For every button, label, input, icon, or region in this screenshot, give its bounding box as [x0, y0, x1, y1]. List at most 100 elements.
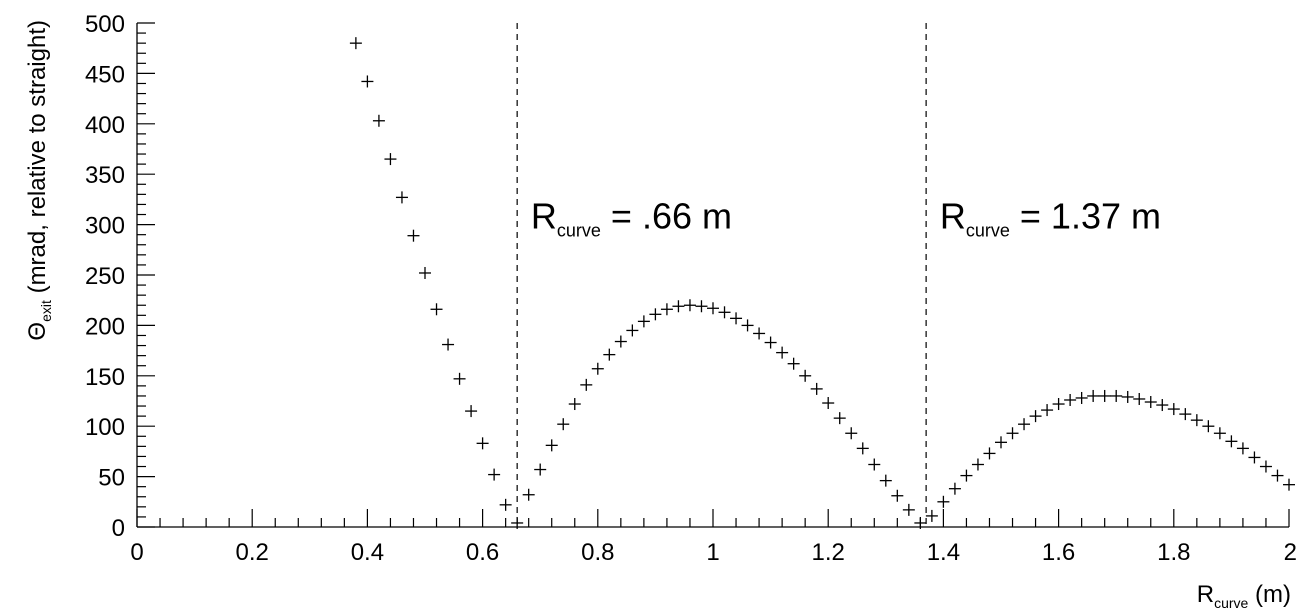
data-point — [1156, 399, 1169, 412]
data-point — [488, 468, 501, 481]
data-point — [1225, 435, 1238, 448]
data-point — [384, 153, 397, 166]
x-tick-label: 0.6 — [466, 539, 499, 566]
data-point — [902, 503, 915, 516]
data-point — [419, 266, 431, 279]
data-point — [845, 427, 858, 440]
data-point — [879, 474, 892, 487]
y-tick-label: 350 — [85, 162, 125, 189]
data-point — [442, 338, 455, 351]
data-point — [557, 418, 570, 431]
data-point — [822, 397, 835, 410]
annotation-label: Rcurve = 1.37 m — [940, 196, 1161, 241]
data-point — [660, 303, 673, 316]
data-point — [1271, 469, 1284, 482]
data-point — [1202, 420, 1215, 433]
data-point — [545, 439, 558, 452]
data-point — [914, 516, 927, 529]
data-point — [395, 191, 408, 204]
data-point — [983, 447, 996, 460]
y-axis: 0 50 100 150 200 250 300 350 400 450 500 — [85, 11, 155, 542]
data-point — [626, 324, 639, 337]
x-tick-label: 1.8 — [1157, 539, 1190, 566]
x-tick-label: 0.4 — [351, 539, 384, 566]
x-tick-label: 1 — [706, 539, 719, 566]
data-point — [1190, 414, 1203, 427]
x-tick-label: 1.2 — [812, 539, 845, 566]
data-point — [787, 357, 800, 370]
annotation-label: Rcurve = .66 m — [531, 196, 732, 241]
data-point — [1121, 390, 1134, 403]
data-point — [1167, 403, 1180, 416]
y-tick-label: 200 — [85, 313, 125, 340]
data-point — [868, 458, 881, 471]
data-point — [1018, 418, 1031, 431]
data-point — [753, 327, 766, 340]
data-point — [776, 346, 789, 359]
data-point — [1213, 427, 1226, 440]
y-tick-label: 300 — [85, 213, 125, 240]
data-point — [522, 488, 535, 501]
y-tick-label: 400 — [85, 112, 125, 139]
data-points — [349, 37, 1295, 529]
data-point — [1144, 396, 1157, 409]
data-point — [1098, 389, 1111, 402]
data-point — [1064, 393, 1077, 406]
x-axis: 0 0.2 0.4 0.6 0.8 1 1.2 1.4 1.6 1.8 2 — [130, 509, 1297, 566]
data-point — [799, 369, 812, 382]
plot-frame — [136, 23, 1289, 528]
data-point — [730, 312, 743, 325]
data-point — [672, 300, 685, 313]
x-tick-label: 0.8 — [581, 539, 614, 566]
data-point — [568, 398, 581, 411]
data-point — [453, 372, 466, 385]
data-point — [511, 516, 524, 529]
data-point — [1283, 478, 1295, 491]
data-point — [1110, 389, 1123, 402]
data-point — [1179, 408, 1192, 421]
data-point — [718, 306, 731, 319]
data-point — [1075, 391, 1088, 404]
y-tick-label: 500 — [85, 11, 125, 38]
data-point — [741, 319, 754, 332]
data-point — [591, 362, 604, 375]
data-point — [995, 436, 1007, 449]
data-point — [937, 495, 950, 508]
data-point — [707, 302, 719, 315]
data-point — [1006, 427, 1019, 440]
data-point — [649, 308, 662, 321]
data-point — [614, 335, 627, 348]
data-point — [430, 303, 443, 316]
y-tick-label: 0 — [112, 515, 125, 542]
data-point — [960, 469, 973, 482]
data-point — [695, 300, 708, 313]
x-tick-label: 1.4 — [927, 539, 960, 566]
data-point — [1052, 398, 1065, 411]
data-point — [372, 114, 385, 127]
y-tick-label: 250 — [85, 263, 125, 290]
y-tick-label: 150 — [85, 364, 125, 391]
data-point — [361, 75, 374, 88]
data-point — [637, 315, 650, 328]
data-point — [948, 482, 961, 495]
reference-lines — [516, 23, 927, 527]
x-tick-label: 2 — [1284, 539, 1297, 566]
data-point — [1041, 404, 1054, 417]
y-axis-label: Θexit (mrad, relative to straight) — [24, 20, 54, 341]
annotations: Rcurve = .66 m Rcurve = 1.37 m — [531, 196, 1161, 241]
data-point — [1029, 410, 1042, 423]
data-point — [764, 336, 777, 349]
data-point — [1248, 451, 1261, 464]
x-tick-label: 0.2 — [236, 539, 269, 566]
x-tick-label: 1.6 — [1042, 539, 1075, 566]
data-point — [1259, 460, 1272, 473]
y-tick-label: 50 — [98, 465, 125, 492]
data-point — [683, 299, 696, 312]
data-point — [603, 348, 616, 361]
data-point — [580, 378, 593, 391]
data-point — [1087, 389, 1100, 402]
data-point — [810, 382, 823, 395]
data-point — [1236, 442, 1249, 455]
